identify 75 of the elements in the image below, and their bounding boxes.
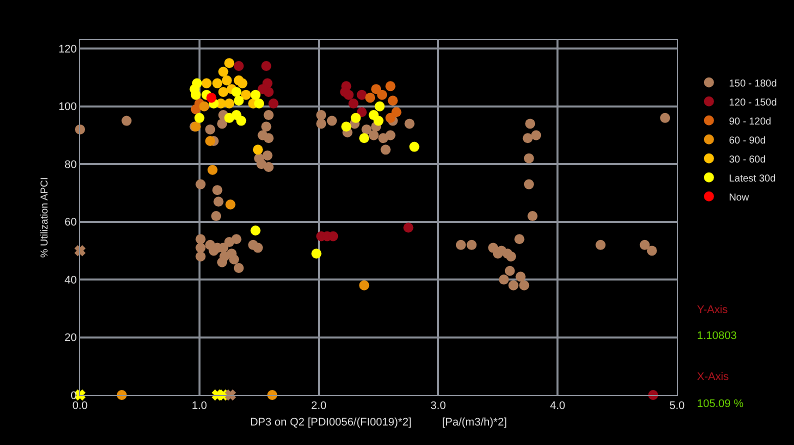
x-tick-label: 2.0 [311,400,326,412]
point [371,84,382,94]
y-tick-label: 0 [70,390,77,402]
point [388,96,398,106]
x-tick-label: 5.0 [669,400,685,412]
point [74,245,86,256]
point [224,58,234,68]
x-tick-label: 0.0 [72,400,88,412]
point [199,101,210,112]
legend-label: 90 - 120d [728,116,772,128]
text: 105.09 % [697,398,744,410]
text: Y-Axis [697,304,728,316]
x-tick-label: 3.0 [430,400,446,412]
y-tick-label: 120 [58,44,77,56]
point [340,86,350,97]
point [194,112,204,123]
point [205,136,216,146]
y-tick-label: 20 [64,332,77,344]
point [341,122,352,132]
point [218,66,228,77]
point [206,92,216,103]
point [234,75,244,86]
point [190,84,200,94]
point [254,98,264,108]
point [403,222,414,233]
point [225,200,236,210]
point [350,112,361,123]
legend-label: 30 - 60d [728,154,766,166]
point [236,116,246,126]
y-axis-title: % Utilization APCI [39,177,50,258]
point [224,112,234,123]
y-tick-label: 80 [64,158,77,171]
point [391,107,402,118]
point [234,60,244,71]
point [359,133,370,144]
point [252,144,263,155]
point [268,98,278,108]
legend-label: 150 - 180d [728,78,777,90]
point [212,78,222,88]
point [359,280,370,290]
point [368,110,379,120]
x-tick-label: 4.0 [550,400,566,412]
y-tick-label: 40 [64,274,77,286]
point [385,112,396,123]
point [250,90,261,100]
point [218,86,228,97]
point [356,107,367,118]
point [261,60,272,71]
legend-label: 120 - 150d [728,97,777,108]
text: X-Axis [697,371,730,383]
y-tick-label: 60 [64,216,77,229]
y-tick-label: 100 [58,101,77,114]
x-axis-title: DP3 on Q2 [PDI0056/(FI0019)*2] [Pa/(m3/h)*2] [250,416,507,428]
point [224,98,234,108]
x-tick-label: 1.0 [192,400,208,412]
legend-label: Latest 30d [728,173,776,184]
point [202,78,212,88]
point [225,390,236,400]
point [374,101,385,112]
point [222,75,232,86]
point [250,225,261,236]
text: 1.10803 [697,330,737,342]
point [231,86,242,97]
point [365,92,376,103]
point [385,81,396,92]
point [348,98,358,108]
point [409,142,420,152]
point [356,90,367,100]
point [311,248,322,259]
point [377,90,388,100]
legend-label: 60 - 90d [728,135,766,146]
point [208,164,218,175]
point [240,90,251,100]
point [234,96,244,106]
legend-label: Now [728,192,750,204]
